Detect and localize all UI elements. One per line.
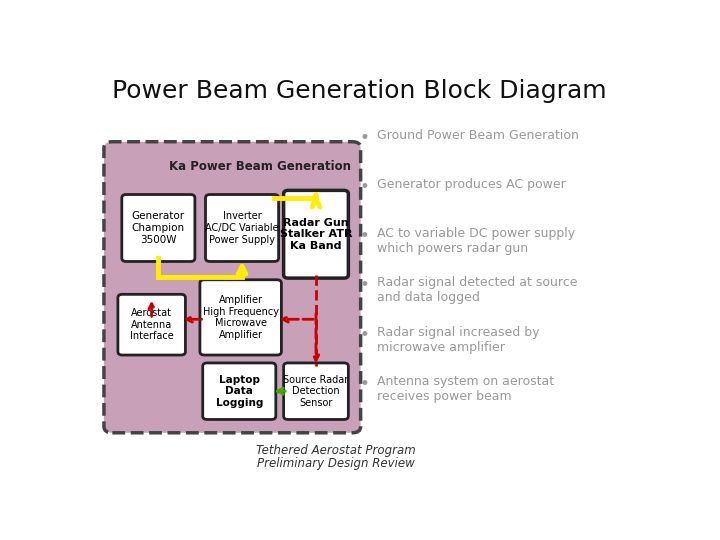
FancyBboxPatch shape: [205, 194, 279, 261]
Text: Radar signal increased by
microwave amplifier: Radar signal increased by microwave ampl…: [377, 326, 540, 354]
Text: Tethered Aerostat Program: Tethered Aerostat Program: [256, 444, 415, 457]
Text: •: •: [359, 276, 369, 294]
Text: Generator
Champion
3500W: Generator Champion 3500W: [132, 211, 185, 245]
Text: Laptop
Data
Logging: Laptop Data Logging: [215, 375, 263, 408]
Text: Source Radar
Detection
Sensor: Source Radar Detection Sensor: [284, 375, 348, 408]
FancyBboxPatch shape: [122, 194, 195, 261]
Text: Ka Power Beam Generation: Ka Power Beam Generation: [169, 160, 351, 173]
FancyBboxPatch shape: [118, 294, 186, 355]
Text: Aerostat
Antenna
Interface: Aerostat Antenna Interface: [130, 308, 174, 341]
Text: Generator produces AC power: Generator produces AC power: [377, 178, 566, 191]
Text: Antenna system on aerostat
receives power beam: Antenna system on aerostat receives powe…: [377, 375, 554, 403]
Text: •: •: [359, 129, 369, 147]
FancyBboxPatch shape: [284, 363, 348, 420]
Text: •: •: [359, 227, 369, 245]
Text: Power Beam Generation Block Diagram: Power Beam Generation Block Diagram: [112, 79, 607, 103]
FancyBboxPatch shape: [200, 280, 282, 355]
Text: Ground Power Beam Generation: Ground Power Beam Generation: [377, 129, 580, 142]
Text: Inverter
AC/DC Variable
Power Supply: Inverter AC/DC Variable Power Supply: [205, 211, 279, 245]
Text: Radar signal detected at source
and data logged: Radar signal detected at source and data…: [377, 276, 578, 305]
Text: •: •: [359, 375, 369, 393]
Text: •: •: [359, 326, 369, 343]
Text: Amplifier
High Frequency
Microwave
Amplifier: Amplifier High Frequency Microwave Ampli…: [202, 295, 279, 340]
Text: •: •: [359, 178, 369, 197]
Text: AC to variable DC power supply
which powers radar gun: AC to variable DC power supply which pow…: [377, 227, 575, 255]
FancyBboxPatch shape: [104, 141, 361, 433]
FancyBboxPatch shape: [284, 191, 348, 278]
Text: Radar Gun
Stalker ATR
Ka Band: Radar Gun Stalker ATR Ka Band: [280, 218, 352, 251]
FancyBboxPatch shape: [203, 363, 276, 420]
Text: Preliminary Design Review: Preliminary Design Review: [256, 457, 415, 470]
